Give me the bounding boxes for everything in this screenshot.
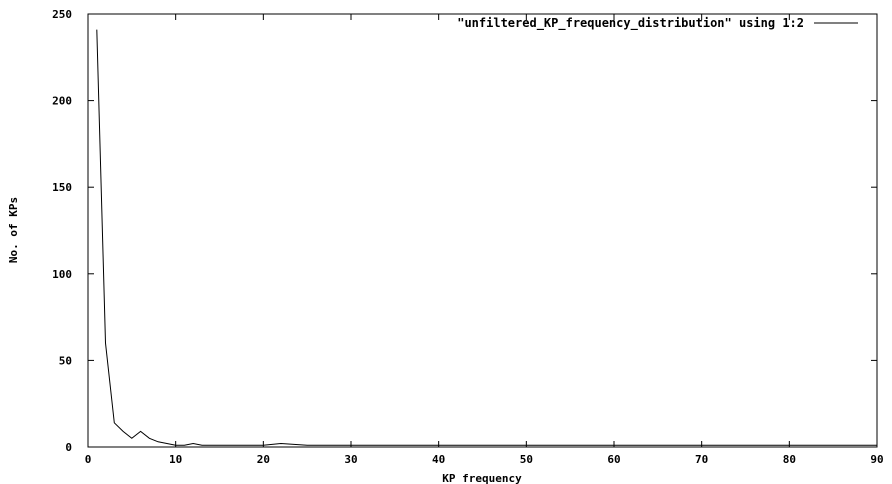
x-tick-label: 60: [607, 453, 620, 466]
x-tick-label: 20: [257, 453, 270, 466]
x-tick-label: 10: [169, 453, 182, 466]
x-tick-label: 80: [783, 453, 796, 466]
y-tick-label: 250: [52, 8, 72, 21]
x-axis-ticks: 0 10 20 30 40 50 60 70 80 90: [85, 14, 884, 466]
y-tick-label: 0: [65, 441, 72, 454]
x-tick-label: 70: [695, 453, 708, 466]
legend-label: "unfiltered_KP_frequency_distribution" u…: [457, 16, 804, 31]
y-axis-ticks: 0 50 100 150 200 250: [52, 8, 877, 454]
x-tick-label: 30: [344, 453, 357, 466]
series-line: [96, 29, 877, 446]
x-tick-label: 40: [432, 453, 445, 466]
y-tick-label: 100: [52, 268, 72, 281]
y-tick-label: 50: [59, 354, 72, 367]
y-tick-label: 200: [52, 95, 72, 108]
y-tick-label: 150: [52, 181, 72, 194]
x-tick-label: 50: [520, 453, 533, 466]
x-tick-label: 0: [85, 453, 92, 466]
legend: "unfiltered_KP_frequency_distribution" u…: [457, 16, 858, 31]
x-axis-label: KP frequency: [442, 472, 522, 484]
x-tick-label: 90: [870, 453, 883, 466]
plot-frame: [87, 13, 878, 448]
y-axis-label: No. of KPs: [7, 197, 20, 263]
